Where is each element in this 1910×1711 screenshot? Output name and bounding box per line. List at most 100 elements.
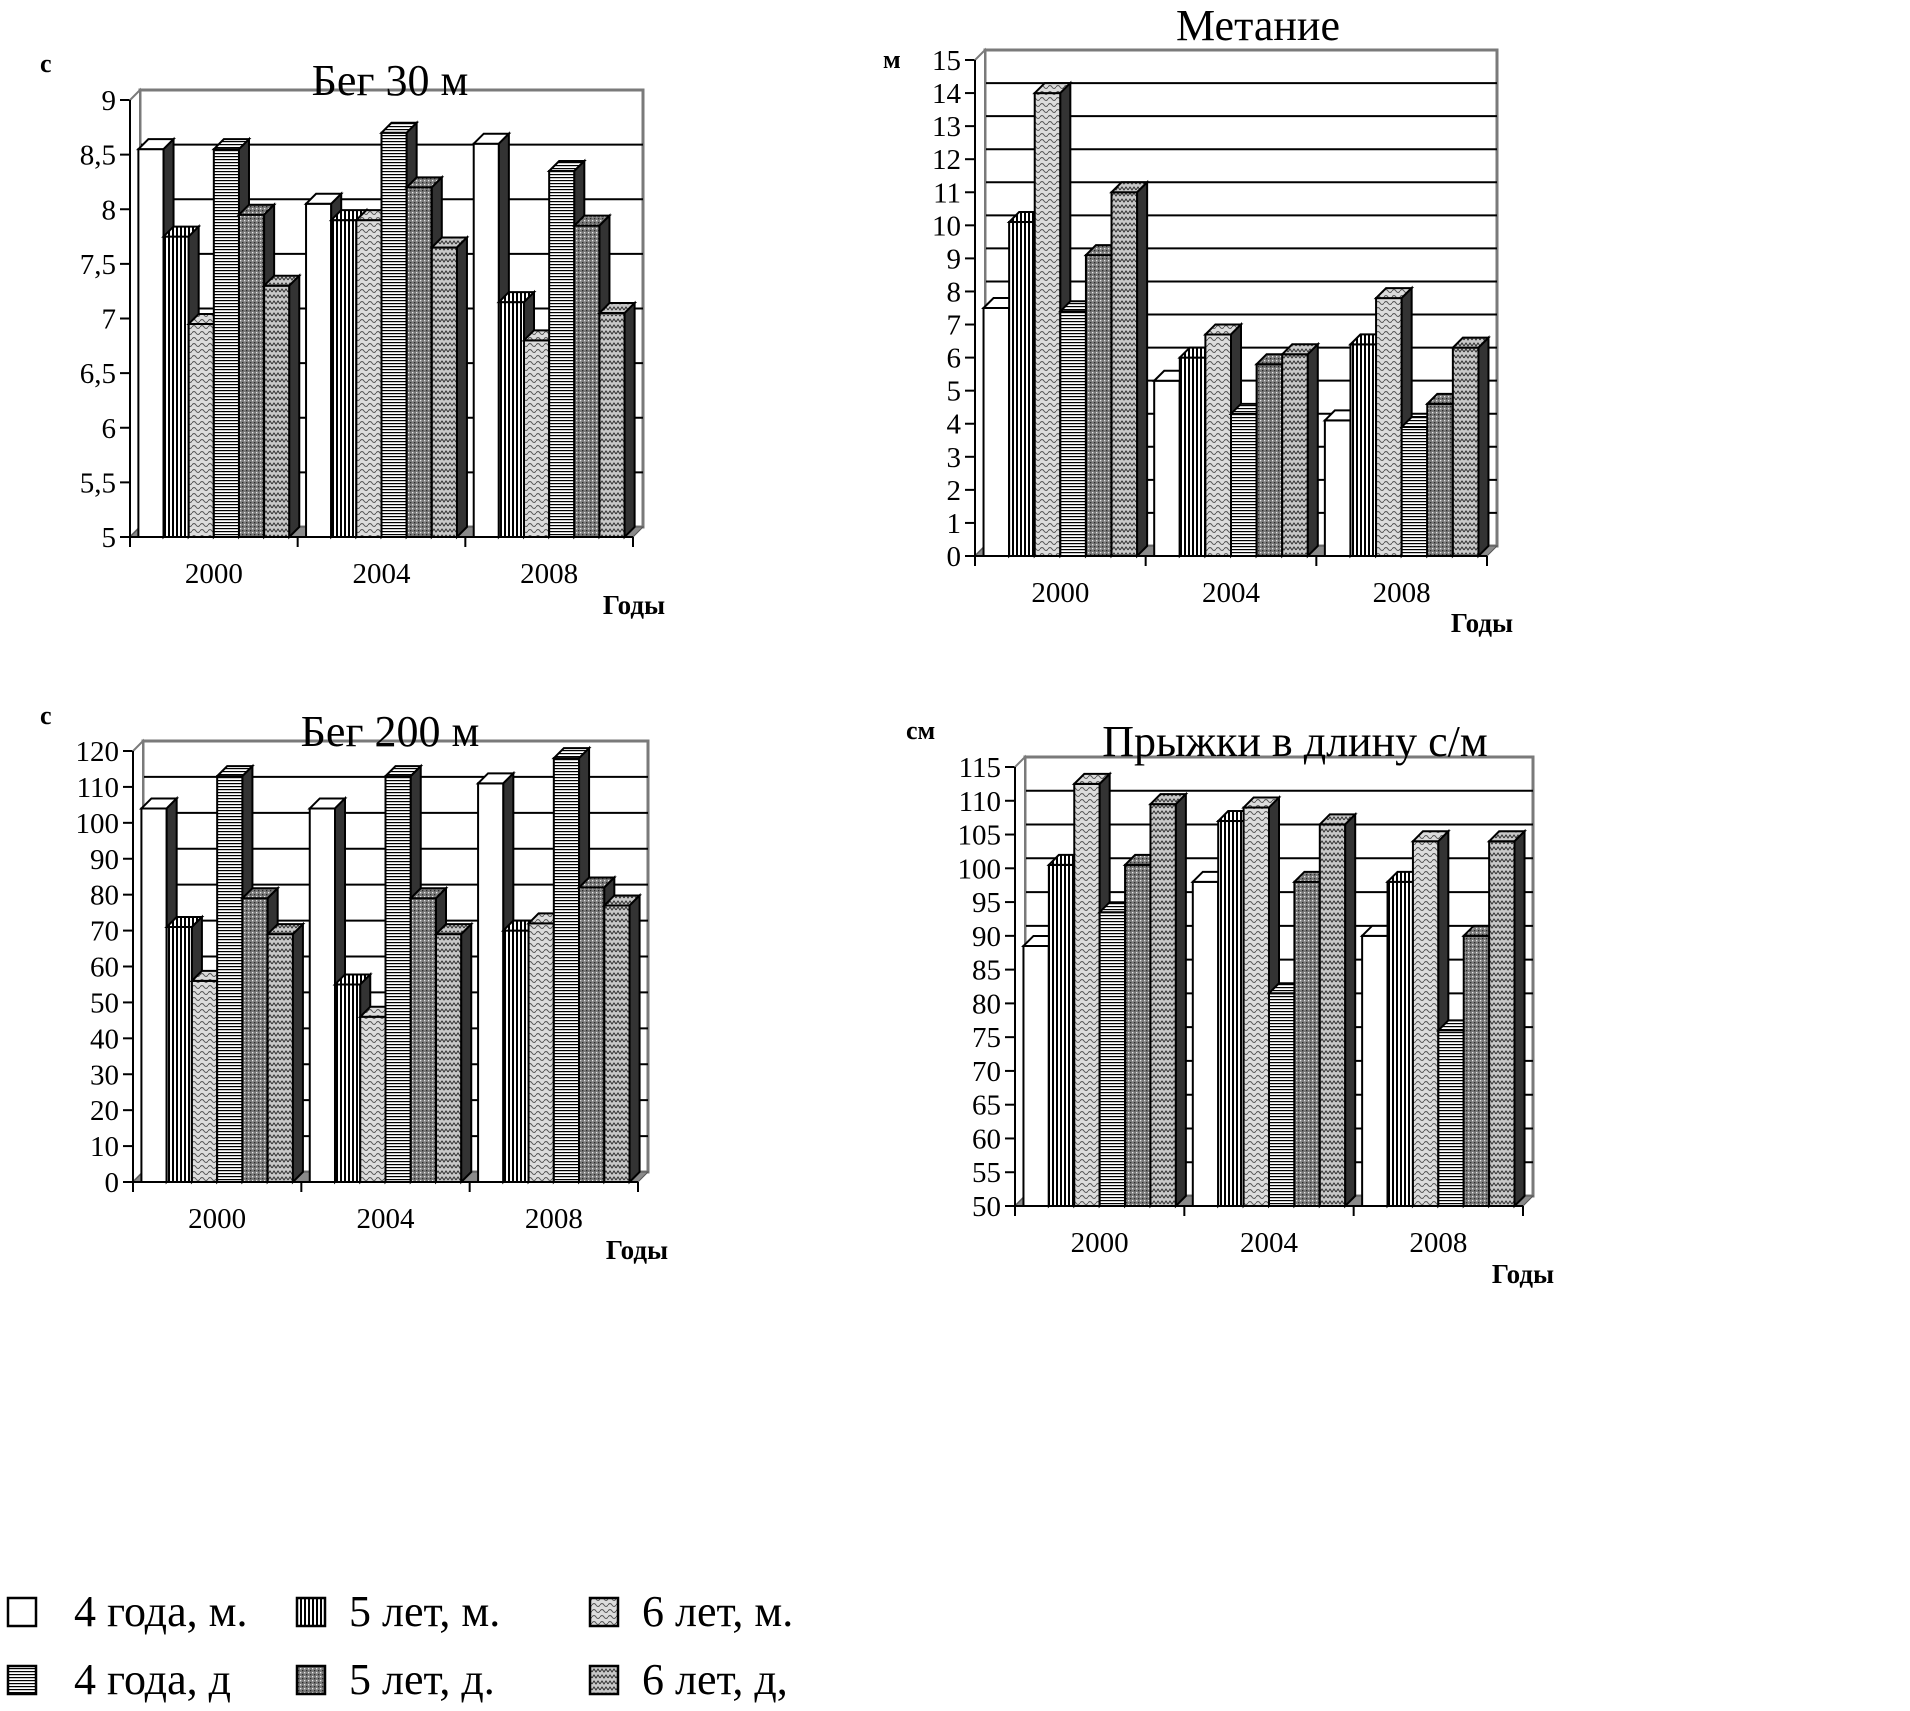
x-tick-label: 2000 (1071, 1227, 1129, 1259)
y-tick-label: 8 (102, 194, 117, 226)
y-axis-unit: см (906, 716, 935, 745)
y-tick-label: 6,5 (80, 358, 116, 390)
bar (1279, 341, 1321, 559)
x-tick-label: 2000 (185, 558, 243, 590)
bar (261, 273, 302, 540)
legend-swatch (295, 1596, 327, 1628)
y-tick-label: 50 (972, 1191, 1001, 1223)
chart-beg-30m: 5 5,5 6 6,5 7 7,5 8 8,5 9 2000 2004 2008 Бег 30 м с Го… (40, 49, 665, 620)
y-tick-label: 120 (76, 736, 120, 768)
y-tick-label: 60 (90, 952, 119, 984)
y-axis-unit: м (883, 45, 901, 74)
bar (1317, 811, 1358, 1209)
y-tick-label: 55 (972, 1157, 1001, 1189)
legend-label: 4 года, м. (74, 1587, 247, 1636)
y-tick-label: 0 (105, 1167, 120, 1199)
bar (429, 235, 470, 540)
bar (1450, 335, 1491, 559)
x-axis-label: Годы (603, 590, 665, 620)
y-tick-label: 95 (972, 887, 1001, 919)
x-tick-label: 2000 (1031, 577, 1089, 609)
y-tick-label: 90 (90, 844, 119, 876)
y-tick-label: 5,5 (80, 467, 116, 499)
y-tick-label: 50 (90, 987, 119, 1019)
legend-swatch (295, 1664, 327, 1696)
y-tick-label: 6 (947, 343, 962, 375)
legend-item: 6 лет, д, (588, 1655, 788, 1704)
x-axis-label: Годы (1492, 1259, 1554, 1289)
x-tick-label: 2000 (188, 1203, 246, 1235)
x-tick-label: 2008 (1409, 1227, 1467, 1259)
x-axis-label: Годы (606, 1235, 668, 1265)
chart-title: Метание (1176, 1, 1340, 50)
y-tick-label: 6 (102, 413, 117, 445)
legend-swatch (588, 1596, 620, 1628)
bar (601, 893, 642, 1185)
y-tick-label: 2 (947, 475, 962, 507)
y-tick-label: 10 (90, 1131, 119, 1163)
y-tick-label: 80 (972, 988, 1001, 1020)
y-axis-unit: с (40, 701, 52, 730)
legend-swatch (6, 1596, 38, 1628)
x-tick-label: 2004 (357, 1203, 416, 1235)
bar (433, 921, 474, 1185)
y-tick-label: 7 (102, 304, 117, 336)
legend-item: 4 года, м. (6, 1587, 247, 1636)
legend-label: 6 лет, м. (642, 1587, 793, 1636)
y-tick-label: 1 (947, 508, 962, 540)
bar (265, 921, 306, 1185)
legend-swatch (588, 1664, 620, 1696)
bar (1109, 179, 1150, 559)
y-tick-label: 100 (76, 808, 120, 840)
y-tick-label: 70 (90, 916, 119, 948)
y-tick-label: 80 (90, 880, 119, 912)
y-tick-label: 12 (932, 144, 961, 176)
y-tick-label: 7 (947, 310, 962, 342)
y-tick-label: 20 (90, 1095, 119, 1127)
y-tick-label: 85 (972, 955, 1001, 987)
bar (1148, 791, 1189, 1209)
x-tick-label: 2008 (525, 1203, 583, 1235)
legend: 4 года, м. 5 лет, м. 6 лет, м. 4 года, д 5 л… (6, 1587, 793, 1704)
bar (1486, 828, 1527, 1209)
y-tick-label: 8,5 (80, 140, 116, 172)
legend-label: 6 лет, д, (642, 1655, 788, 1704)
x-tick-label: 2004 (1202, 577, 1261, 609)
y-tick-label: 11 (933, 177, 961, 209)
y-tick-label: 70 (972, 1056, 1001, 1088)
y-tick-label: 14 (932, 78, 962, 110)
y-tick-label: 30 (90, 1059, 119, 1091)
bar (597, 300, 638, 540)
y-tick-label: 65 (972, 1090, 1001, 1122)
y-tick-label: 105 (958, 820, 1002, 852)
legend-label: 4 года, д (74, 1655, 231, 1704)
y-tick-label: 40 (90, 1023, 119, 1055)
y-tick-label: 60 (972, 1123, 1001, 1155)
chart-title: Бег 30 м (312, 56, 469, 105)
legend-item: 6 лет, м. (588, 1587, 793, 1636)
y-tick-label: 13 (932, 111, 961, 143)
y-tick-label: 9 (102, 85, 117, 117)
y-axis-unit: с (40, 49, 52, 78)
y-tick-label: 0 (947, 541, 962, 573)
y-tick-label: 4 (947, 409, 962, 441)
y-tick-label: 9 (947, 243, 962, 275)
x-axis-label: Годы (1451, 608, 1513, 638)
y-tick-label: 5 (947, 376, 962, 408)
x-tick-label: 2004 (353, 558, 412, 590)
y-tick-label: 110 (77, 772, 119, 804)
y-tick-label: 110 (959, 786, 1001, 818)
y-tick-label: 10 (932, 210, 961, 242)
chart-title: Бег 200 м (301, 707, 480, 756)
legend-swatch (6, 1664, 38, 1696)
y-tick-label: 90 (972, 921, 1001, 953)
legend-label: 5 лет, д. (349, 1655, 495, 1704)
x-tick-label: 2004 (1240, 1227, 1299, 1259)
y-tick-label: 75 (972, 1022, 1001, 1054)
x-tick-label: 2008 (1373, 577, 1431, 609)
y-tick-label: 8 (947, 276, 962, 308)
